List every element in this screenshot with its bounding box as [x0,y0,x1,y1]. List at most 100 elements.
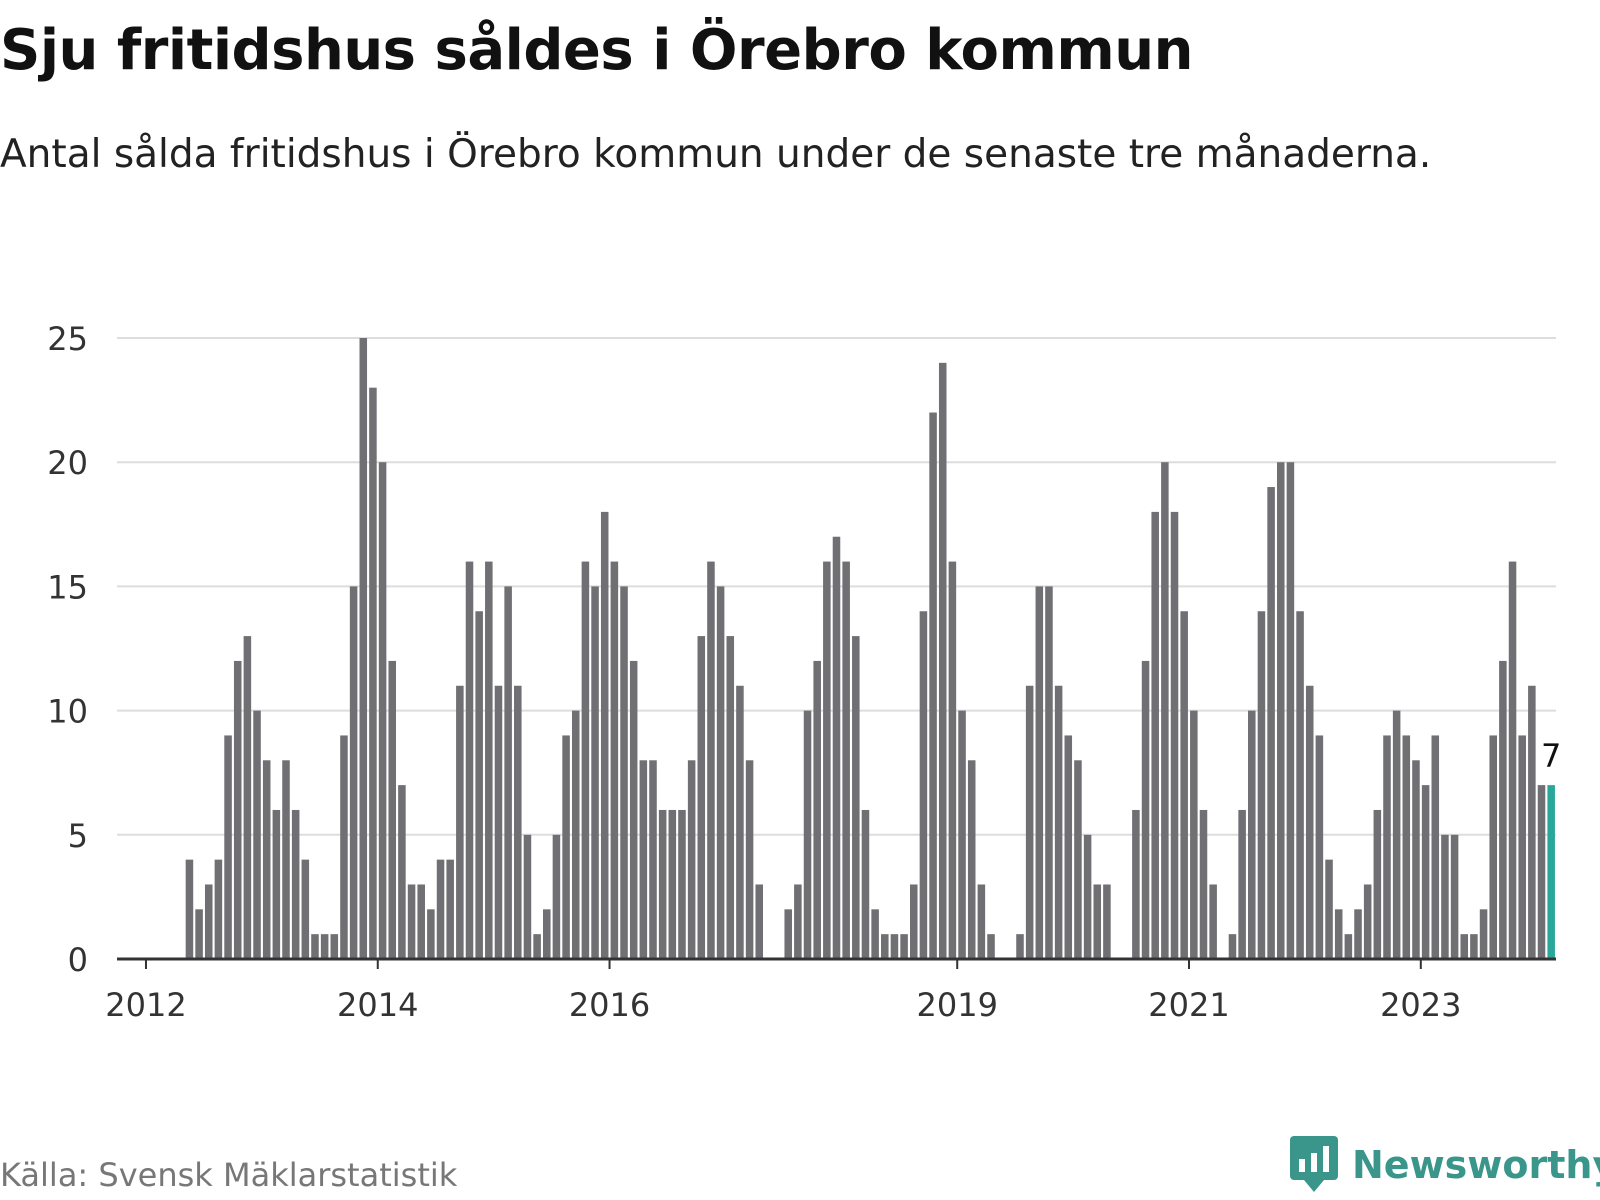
bar [639,760,648,959]
bar [1383,735,1391,959]
bar [1161,462,1169,959]
bar [658,809,667,959]
bar [794,884,802,959]
bar [523,834,532,959]
y-tick-label: 25 [47,320,88,358]
bar [919,611,928,959]
bar [1199,809,1208,959]
x-tick-label: 2014 [337,986,418,1020]
bar [948,561,957,959]
bar [369,387,377,959]
bar [504,586,512,959]
bar [823,561,831,959]
bar [407,884,416,959]
bar [320,934,329,959]
bar [485,561,493,959]
bar [330,934,339,959]
bar [1276,462,1285,959]
bar [678,809,686,959]
bar [784,909,792,959]
bar [1344,934,1353,959]
bar [1305,685,1314,959]
bar [813,660,821,959]
bar-highlight [1547,785,1555,959]
bar [1190,710,1198,959]
bar [745,760,754,959]
x-tick-label: 2019 [917,986,998,1020]
bar [852,636,860,959]
chart-subtitle: Antal sålda fritidshus i Örebro kommun u… [0,132,1432,177]
bar [1296,611,1304,959]
bar [1170,511,1179,959]
bar [832,536,841,959]
bar [456,685,464,959]
bar [881,934,889,959]
bar [1064,735,1073,959]
bar [571,710,580,959]
highlight-value-label: 7 [1541,737,1561,775]
bar [591,586,599,959]
bar [610,561,619,959]
bar [1257,611,1266,959]
bar [629,660,638,959]
bar [552,834,561,959]
bar-chart: 0 5 10 15 20 25 2012 2014 2016 2019 2021 2023 7 [47,320,1561,1020]
bar [1431,735,1440,959]
bar [204,884,213,959]
bar [562,735,570,959]
bar [1508,561,1517,959]
bar [716,586,725,959]
bar [977,884,986,959]
bar [1470,934,1478,959]
newsworthy-logo-icon [1290,1136,1338,1192]
bar [1286,462,1295,959]
bar [1373,809,1382,959]
bar [1479,909,1488,959]
bar [446,859,454,959]
bar [1325,859,1333,959]
bar [861,809,870,959]
bar [301,859,310,959]
bar [398,785,406,959]
bar [533,934,541,959]
bar [359,338,368,959]
x-tick-label: 2023 [1380,986,1461,1020]
bar [1151,511,1159,959]
bar [726,636,735,959]
bar [1083,834,1092,959]
bar [1228,934,1237,959]
bar [1180,611,1188,959]
y-tick-label: 15 [47,568,88,606]
bar [1141,660,1150,959]
bar [311,934,319,959]
bar [1528,685,1536,959]
bar [1450,834,1459,959]
bar [1392,710,1401,959]
bar [1132,809,1140,959]
x-tick-label: 2016 [569,986,650,1020]
bar [349,586,358,959]
bar [1238,809,1246,959]
bar [1402,735,1411,959]
bar [600,511,609,959]
bar [1489,735,1497,959]
bar [1354,909,1362,959]
bar [755,884,764,959]
x-tick-label: 2012 [105,986,186,1020]
bar [987,934,995,959]
bar [1016,934,1024,959]
y-tick-label: 10 [47,693,88,731]
bar [494,685,503,959]
bar [262,760,271,959]
bar [871,909,879,959]
bar [427,909,435,959]
x-tick-label: 2021 [1148,986,1229,1020]
bar [378,462,387,959]
bar [1334,909,1343,959]
bar [1412,760,1420,959]
bar [1315,735,1324,959]
bar [1074,760,1082,959]
bar [465,561,474,959]
y-tick-label: 5 [68,817,88,855]
bar [707,561,715,959]
